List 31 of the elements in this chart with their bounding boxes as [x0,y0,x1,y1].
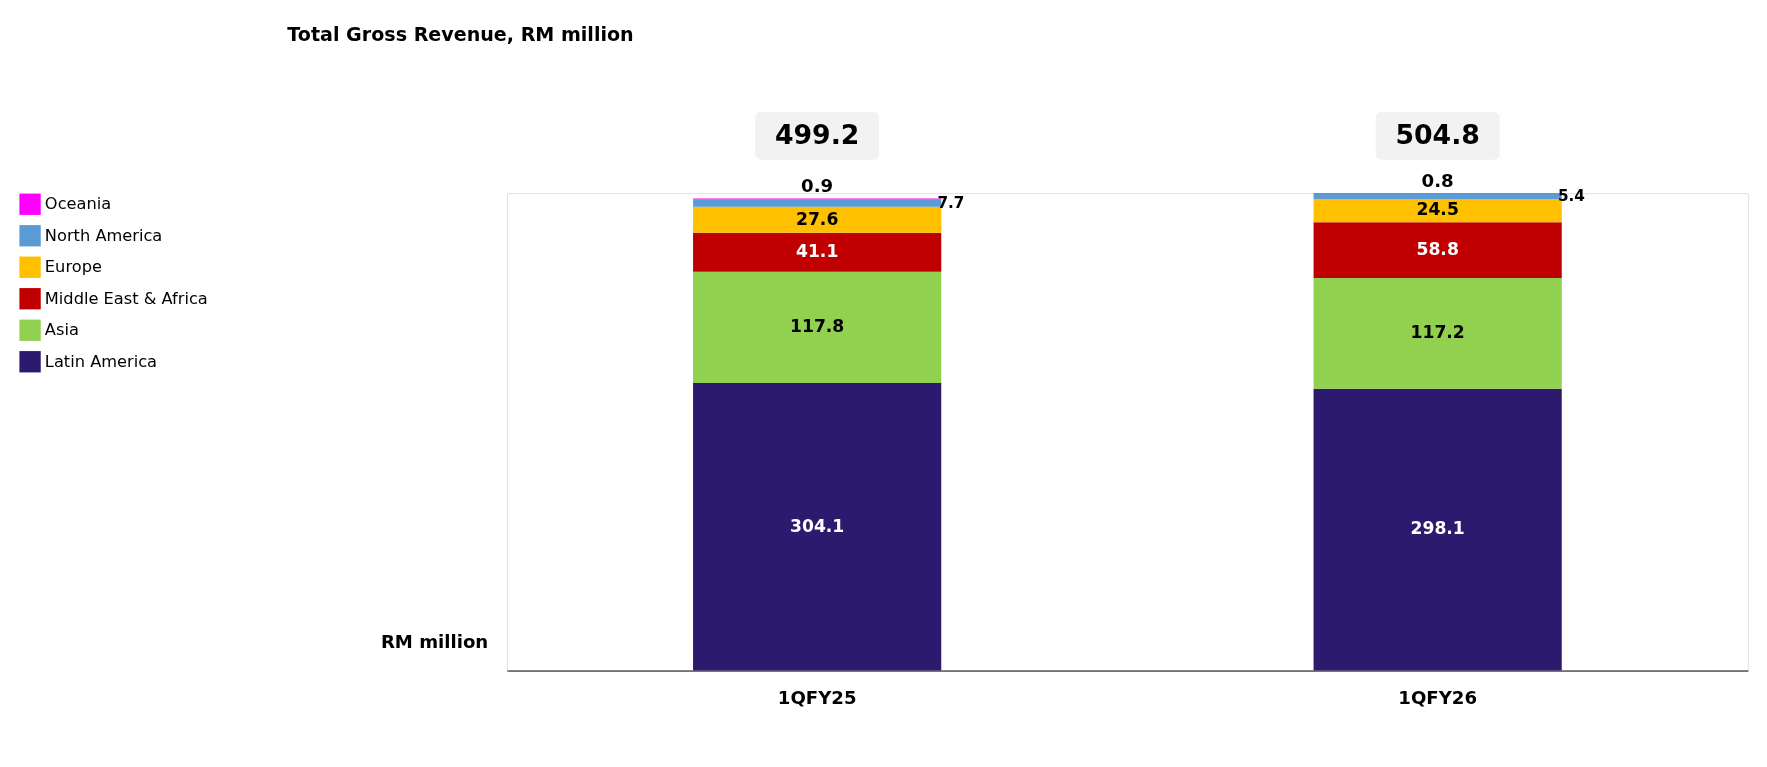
data-label: 58.8 [1416,238,1459,259]
legend-label: Latin America [44,351,158,371]
chart-title: Total Gross Revenue, RM million [287,23,634,47]
data-label: 304.1 [789,515,845,536]
y-axis-title: RM million [380,631,489,653]
data-label: 117.2 [1410,322,1465,343]
bar [1313,222,1562,278]
data-label: 27.6 [795,208,839,229]
bar [1313,277,1562,389]
bar [693,271,942,384]
data-label: 41.1 [795,240,839,261]
bar [1313,388,1562,671]
x-tick-label: 1QFY25 [777,686,857,708]
data-label: 7.7 [937,193,965,212]
data-label: 24.5 [1416,199,1459,220]
legend-label: Oceania [44,194,112,214]
bar [693,206,942,233]
legend-label: North America [44,225,163,245]
data-label: 0.8 [1421,169,1454,191]
bar [693,383,942,671]
data-label: 117.8 [789,316,845,337]
bar [693,232,942,272]
total-label: 499.2 [774,118,860,150]
data-label: 298.1 [1410,518,1465,539]
legend-label: Europe [44,257,102,277]
data-label: 0.9 [801,174,834,196]
total-label: 504.8 [1395,118,1480,150]
bar [1313,199,1562,223]
legend-label: Asia [44,320,79,340]
legend-label: Middle East & Africa [44,288,208,308]
x-tick-label: 1QFY26 [1398,686,1478,708]
